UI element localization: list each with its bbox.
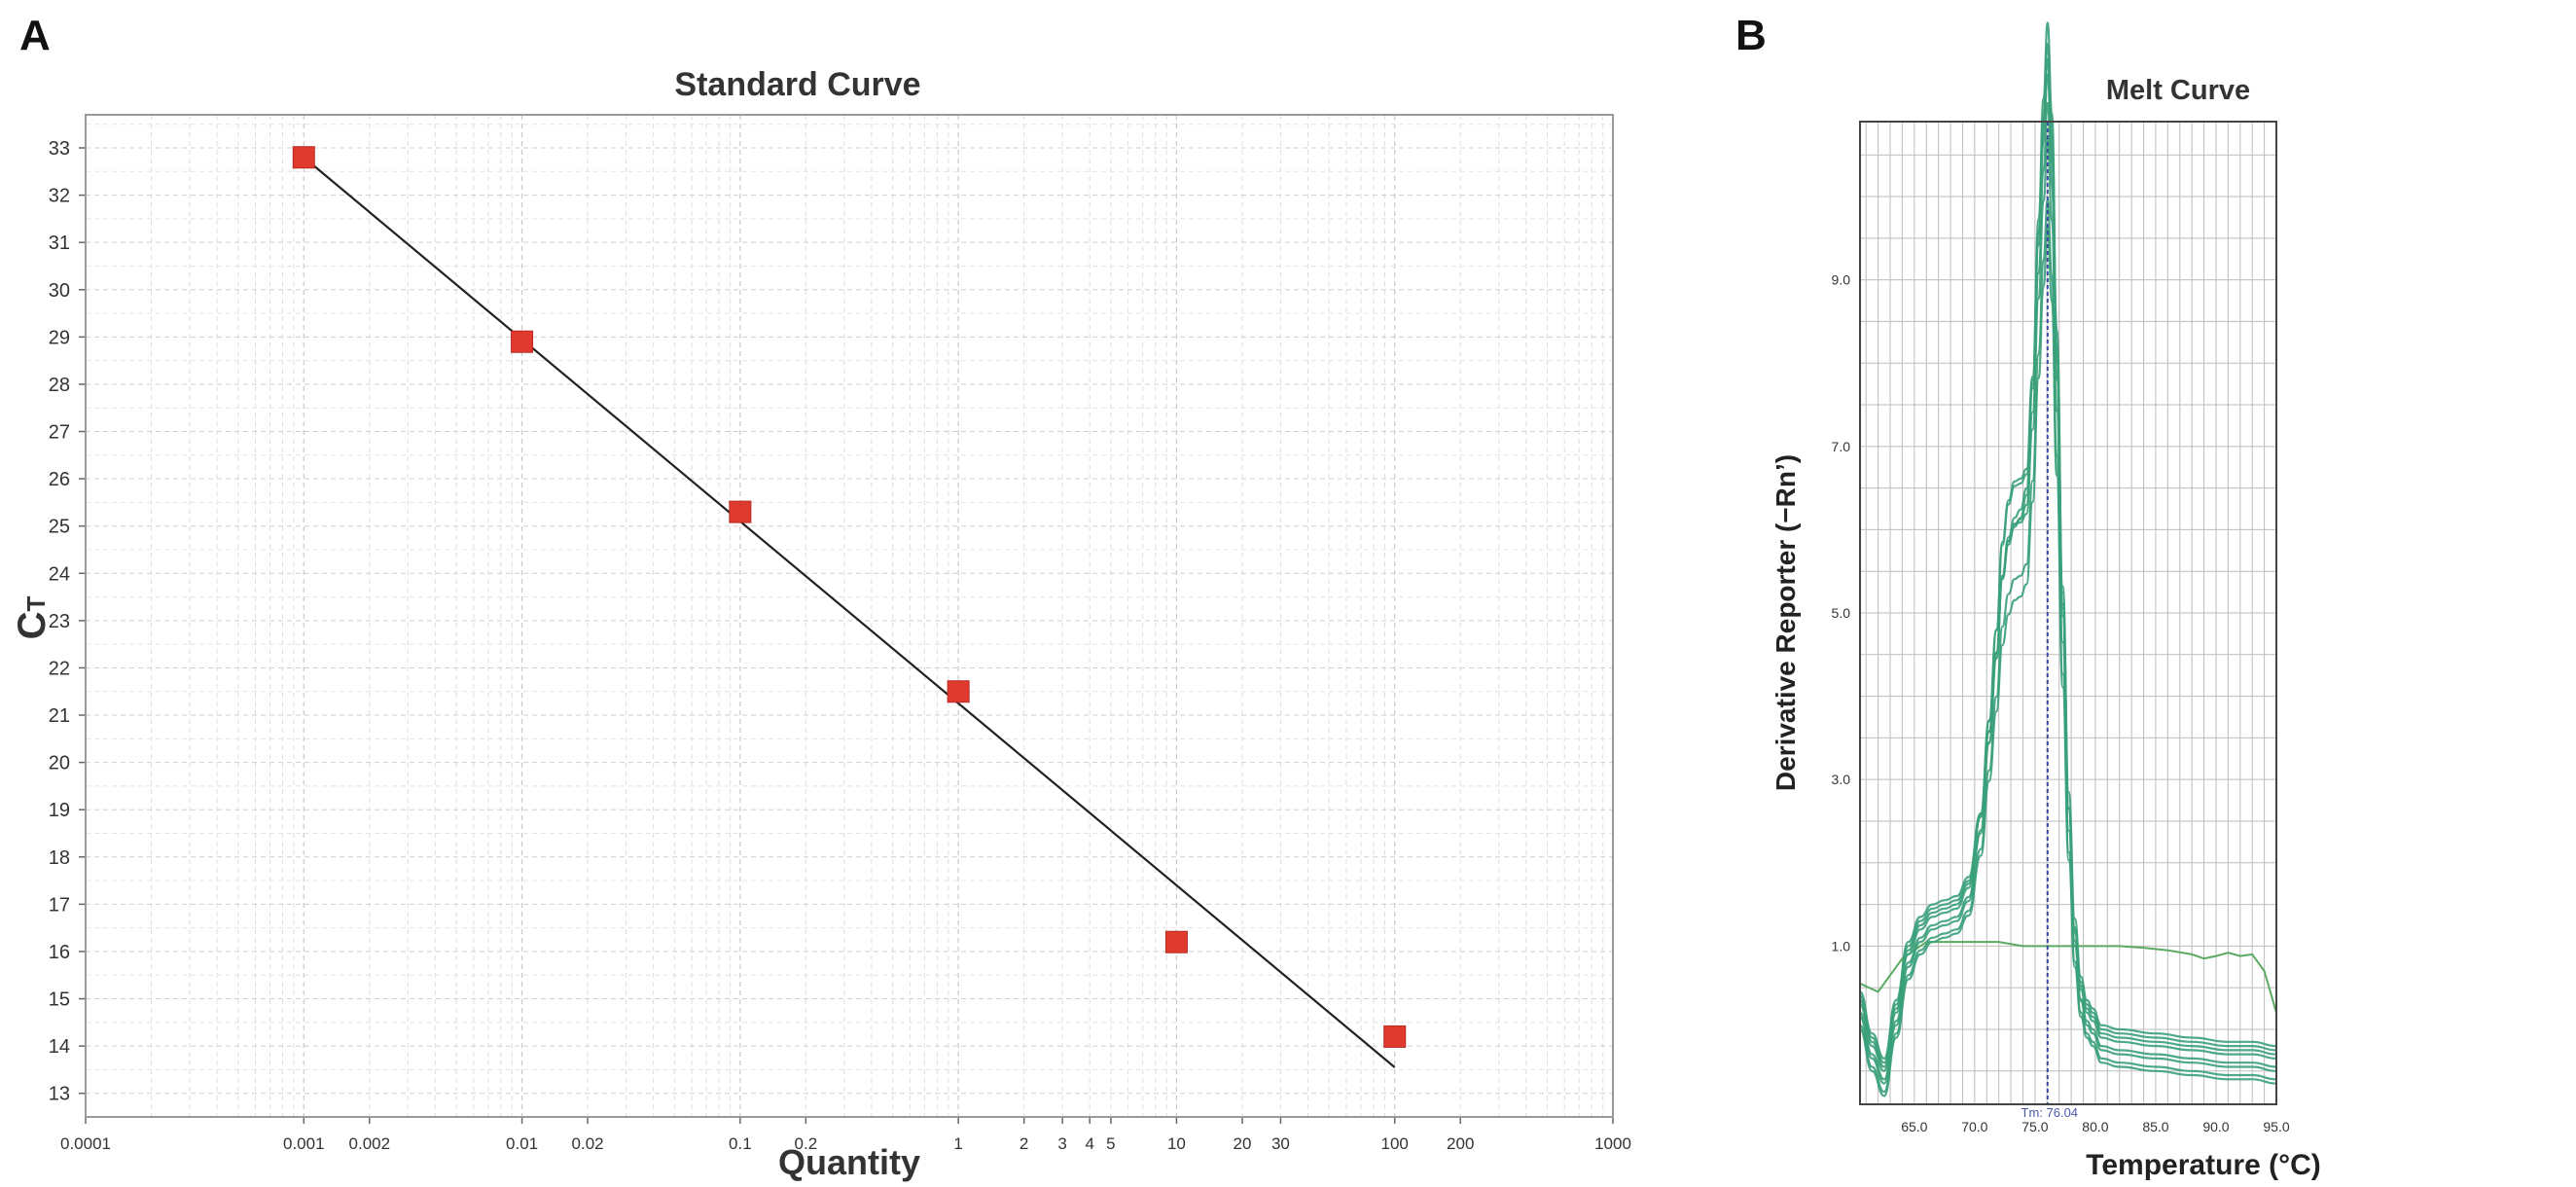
x-tick-label: 75.0 [2021, 1119, 2048, 1134]
tm-label: Tm: 76.04 [2021, 1105, 2079, 1120]
x-tick-label: 0.02 [572, 1134, 604, 1153]
y-tick-label: 17 [49, 894, 70, 916]
x-tick-label: 0.001 [283, 1134, 325, 1153]
panel-a-letter: A [19, 12, 51, 59]
melt-series-line [1858, 198, 2277, 1094]
y-tick-label: 32 [49, 186, 70, 207]
grid [85, 115, 1613, 1117]
standard-curve-chart: Standard Curve Quantity CT 1314151617181… [11, 66, 1631, 1182]
x-tick-label: 5 [1106, 1134, 1115, 1153]
axis-ticks: 1314151617181920212223242526272829303132… [49, 138, 1631, 1153]
panel-b-letter: B [1735, 12, 1767, 59]
y-tick-label: 16 [49, 942, 70, 963]
x-axis-label: Quantity [778, 1142, 920, 1182]
data-layer [1858, 21, 2277, 1097]
x-tick-label: 10 [1167, 1134, 1186, 1153]
y-tick-label: 24 [49, 563, 70, 585]
data-point [1164, 930, 1188, 953]
x-tick-label: 85.0 [2142, 1119, 2168, 1134]
y-tick-label: 27 [49, 422, 70, 444]
x-axis-label: Temperature (°C) [2086, 1149, 2320, 1181]
y-tick-label: 15 [49, 989, 70, 1011]
x-tick-label: 1000 [1594, 1134, 1631, 1153]
data-point [511, 330, 534, 353]
y-tick-label: 3.0 [1832, 772, 1851, 787]
y-tick-label: 20 [49, 753, 70, 774]
x-tick-label: 3 [1057, 1134, 1066, 1153]
melt-series-line [1858, 42, 2277, 1061]
x-tick-label: 100 [1381, 1134, 1409, 1153]
y-axis-label: Derivative Reporter (−Rn’) [1771, 454, 1801, 791]
data-point [1383, 1025, 1407, 1048]
x-tick-label: 2 [1020, 1134, 1028, 1153]
y-tick-label: 13 [49, 1084, 70, 1105]
y-tick-label: 22 [49, 658, 70, 679]
x-tick-label: 70.0 [1961, 1119, 1987, 1134]
y-axis-label-sub: T [21, 596, 51, 612]
y-tick-label: 26 [49, 469, 70, 490]
y-tick-label: 14 [49, 1036, 70, 1058]
x-tick-label: 0.2 [795, 1134, 818, 1153]
x-tick-label: 80.0 [2082, 1119, 2108, 1134]
plot-frame [1859, 121, 2277, 1105]
y-axis-label: CT [11, 596, 54, 640]
data-point [729, 500, 752, 523]
x-tick-label: 0.0001 [60, 1134, 111, 1153]
regression-line [303, 156, 1396, 1068]
x-tick-label: 0.002 [349, 1134, 391, 1153]
axis-ticks: 1.0 3.0 5.0 7.0 9.0 65.0 70.0 75.0 80.0 85.0 90.0 9… [1832, 272, 2290, 1134]
y-tick-label: 23 [49, 611, 70, 632]
y-tick-label: 18 [49, 847, 70, 869]
y-tick-label: 25 [49, 517, 70, 538]
melt-series-line [1858, 226, 2277, 1097]
data-layer [292, 146, 1407, 1068]
x-tick-label: 90.0 [2202, 1119, 2229, 1134]
x-tick-label: 0.1 [729, 1134, 752, 1153]
y-tick-label: 7.0 [1832, 439, 1851, 454]
plot-frame [85, 114, 1614, 1118]
y-tick-label: 21 [49, 705, 70, 727]
x-tick-label: 1 [953, 1134, 962, 1153]
y-tick-label: 30 [49, 280, 70, 302]
melt-series-line [1859, 941, 2277, 1014]
melt-series-line [1858, 137, 2277, 1081]
y-axis-label-main: C [11, 612, 54, 640]
x-tick-label: 95.0 [2263, 1119, 2289, 1134]
chart-title: Melt Curve [2106, 75, 2250, 106]
data-point [947, 680, 970, 703]
x-tick-label: 200 [1447, 1134, 1474, 1153]
chart-title: Standard Curve [674, 66, 920, 103]
x-tick-label: 30 [1271, 1134, 1290, 1153]
melt-curve-chart: Melt Curve Temperature (°C) Derivative R… [1771, 21, 2321, 1181]
x-tick-label: 65.0 [1901, 1119, 1927, 1134]
melt-series-line [1858, 101, 2277, 1064]
data-point [292, 146, 315, 169]
y-tick-label: 31 [49, 233, 70, 254]
melt-series-line [1858, 21, 2277, 1085]
y-tick-label: 1.0 [1832, 938, 1851, 953]
x-tick-label: 4 [1085, 1134, 1093, 1153]
melt-series-line [1858, 73, 2277, 1068]
x-tick-label: 20 [1233, 1134, 1251, 1153]
y-tick-label: 33 [49, 138, 70, 160]
y-tick-label: 5.0 [1832, 605, 1851, 621]
y-tick-label: 19 [49, 800, 70, 821]
y-tick-label: 29 [49, 327, 70, 348]
y-tick-label: 28 [49, 375, 70, 396]
y-tick-label: 9.0 [1832, 272, 1851, 288]
x-tick-label: 0.01 [506, 1134, 538, 1153]
